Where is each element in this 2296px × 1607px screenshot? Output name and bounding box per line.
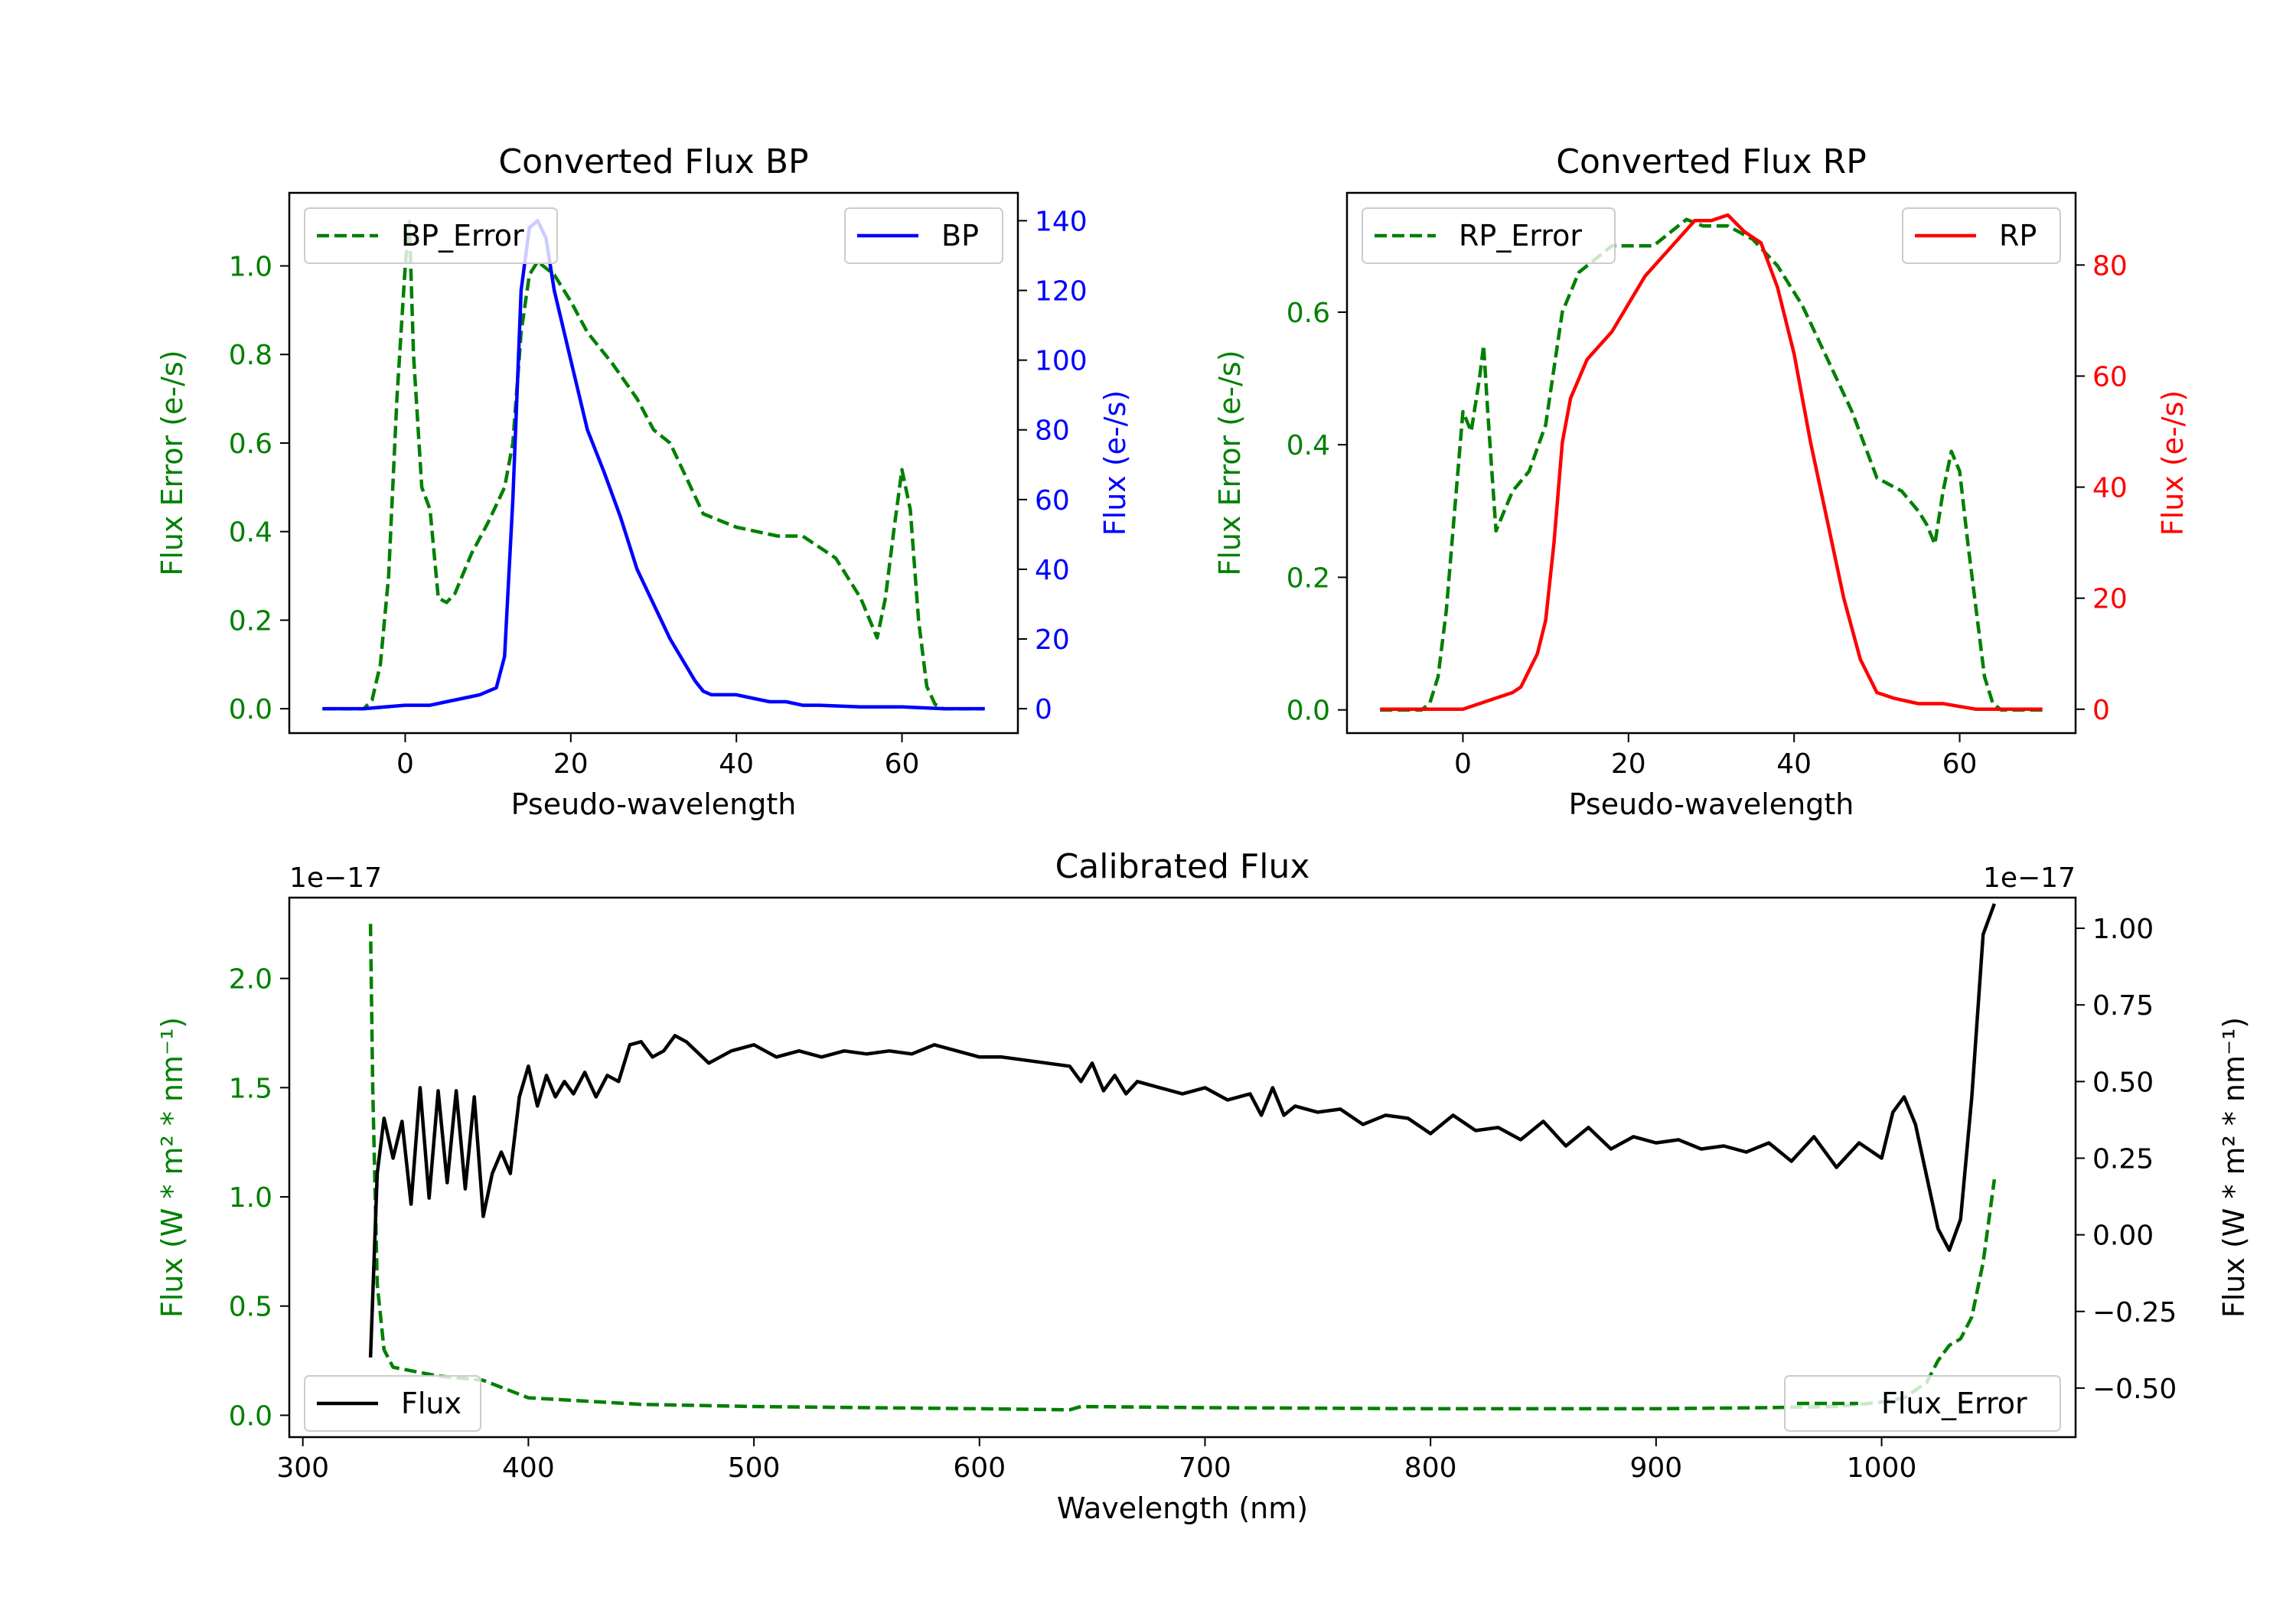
x-tick-label: 300 xyxy=(276,1452,329,1484)
axes-frame xyxy=(1345,191,2077,735)
right-y-tick-label: 20 xyxy=(1035,624,1070,656)
right-y-tick-label: 120 xyxy=(1035,276,1088,308)
legend-label: RP_Error xyxy=(1459,219,1582,253)
x-tick-label: 20 xyxy=(553,748,589,780)
left-y-tick-label: 0.6 xyxy=(229,429,272,460)
legend-box xyxy=(304,1375,481,1432)
series-line-rp xyxy=(1380,213,2043,712)
right-y-axis-label: Flux (e-/s) xyxy=(2156,390,2190,536)
left-y-tick-label: 0.5 xyxy=(229,1292,272,1323)
x-tick-label: 60 xyxy=(1942,748,1978,780)
x-tick-label: 500 xyxy=(728,1452,781,1484)
x-axis-label: Wavelength (nm) xyxy=(1057,1491,1308,1525)
right-y-tick-label: 0.75 xyxy=(2092,990,2154,1022)
legend-left: Flux xyxy=(304,1375,481,1432)
x-axis-label: Pseudo-wavelength xyxy=(1569,787,1854,821)
legend-label: RP xyxy=(1999,219,2037,253)
x-tick-label: 600 xyxy=(953,1452,1006,1484)
right-y-axis-label: Flux (e-/s) xyxy=(1098,390,1132,536)
legend-right: BP xyxy=(844,207,1003,264)
series-line-bp-error xyxy=(322,220,985,711)
legend-box xyxy=(1362,207,1616,264)
legend-box xyxy=(304,207,558,264)
panel-1: 0 20 40 60 Pseudo-wavelength 0.0 0.2 0.4 0.6 0.8 1… xyxy=(155,142,1132,821)
left-y-tick-label: 0.0 xyxy=(1287,696,1330,727)
left-y-axis-label: Flux Error (e-/s) xyxy=(1213,350,1247,575)
legend-left: RP_Error xyxy=(1362,207,1616,264)
left-y-tick-label: 1.5 xyxy=(229,1073,272,1104)
right-y-tick-label: 40 xyxy=(1035,555,1070,586)
series-line-flux-error xyxy=(368,924,1997,1412)
right-y-tick-label: 0.25 xyxy=(2092,1143,2154,1175)
x-tick-label: 1000 xyxy=(1847,1452,1917,1484)
axes-frame xyxy=(288,896,2077,1439)
panel-3: 300 400 500 600 700 800 900 1000 Wavelength (nm)… xyxy=(155,847,2251,1525)
left-y-tick-label: 1.0 xyxy=(229,1182,272,1214)
x-tick-label: 0 xyxy=(396,748,414,780)
x-tick-label: 60 xyxy=(885,748,920,780)
right-y-tick-label: 60 xyxy=(1035,485,1070,517)
right-y-tick-label: 80 xyxy=(2092,250,2128,282)
left-y-axis-label: Flux (W * m² * nm⁻¹) xyxy=(155,1017,189,1318)
right-y-tick-label: 0 xyxy=(1035,694,1052,725)
right-y-tick-label: 0.00 xyxy=(2092,1221,2154,1252)
legend-label: Flux_Error xyxy=(1881,1387,2027,1420)
left-y-tick-label: 2.0 xyxy=(229,964,272,996)
series-line-rp-error xyxy=(1380,217,2043,712)
legend-label: Flux xyxy=(401,1387,461,1420)
left-y-tick-label: 1.0 xyxy=(229,251,272,282)
x-tick-label: 0 xyxy=(1454,748,1472,780)
right-y-tick-label: 0.50 xyxy=(2092,1067,2154,1098)
legend-box xyxy=(844,207,1003,264)
left-y-tick-label: 0.6 xyxy=(1287,298,1330,329)
left-y-tick-label: 0.2 xyxy=(1287,562,1330,594)
right-y-tick-label: 140 xyxy=(1035,206,1088,237)
left-y-tick-label: 0.0 xyxy=(229,694,272,725)
x-tick-label: 400 xyxy=(502,1452,555,1484)
legend-label: BP_Error xyxy=(401,219,524,253)
left-y-tick-label: 0.8 xyxy=(229,340,272,371)
right-offset-text: 1e−17 xyxy=(1983,862,2076,894)
right-y-tick-label: −0.50 xyxy=(2092,1374,2177,1405)
left-offset-text: 1e−17 xyxy=(289,862,382,894)
legend-box xyxy=(1902,207,2061,264)
x-axis-label: Pseudo-wavelength xyxy=(511,787,797,821)
chart-title: Converted Flux BP xyxy=(498,142,808,181)
legend-box xyxy=(1784,1375,2061,1432)
right-y-tick-label: 80 xyxy=(1035,416,1070,447)
legend-left: BP_Error xyxy=(304,207,558,264)
chart-title: Calibrated Flux xyxy=(1055,847,1310,886)
left-y-tick-label: 0.2 xyxy=(229,605,272,637)
right-y-tick-label: 100 xyxy=(1035,346,1088,377)
right-y-tick-label: 1.00 xyxy=(2092,914,2154,945)
chart-title: Converted Flux RP xyxy=(1556,142,1867,181)
legend-label: BP xyxy=(941,219,979,253)
axes-frame xyxy=(288,191,1019,735)
x-tick-label: 800 xyxy=(1404,1452,1457,1484)
panel-2: 0 20 40 60 Pseudo-wavelength 0.0 0.2 0.4 0.6 Flux… xyxy=(1213,142,2190,821)
right-y-tick-label: 0 xyxy=(2092,695,2110,726)
left-y-tick-label: 0.0 xyxy=(229,1400,272,1432)
right-y-tick-label: 40 xyxy=(2092,473,2128,504)
right-y-tick-label: 20 xyxy=(2092,584,2128,615)
series-line-flux xyxy=(368,903,1997,1358)
x-tick-label: 40 xyxy=(719,748,754,780)
right-y-tick-label: 60 xyxy=(2092,361,2128,393)
right-y-axis-label: Flux (W * m² * nm⁻¹) xyxy=(2217,1017,2251,1318)
right-y-tick-label: −0.25 xyxy=(2092,1297,2177,1328)
left-y-tick-label: 0.4 xyxy=(1287,430,1330,461)
x-tick-label: 40 xyxy=(1776,748,1812,780)
x-tick-label: 900 xyxy=(1630,1452,1683,1484)
legend-right: RP xyxy=(1902,207,2061,264)
legend-right: Flux_Error xyxy=(1784,1375,2061,1432)
x-tick-label: 700 xyxy=(1179,1452,1231,1484)
left-y-axis-label: Flux Error (e-/s) xyxy=(155,350,189,575)
series-line-bp xyxy=(322,219,985,711)
x-tick-label: 20 xyxy=(1611,748,1646,780)
left-y-tick-label: 0.4 xyxy=(229,517,272,549)
